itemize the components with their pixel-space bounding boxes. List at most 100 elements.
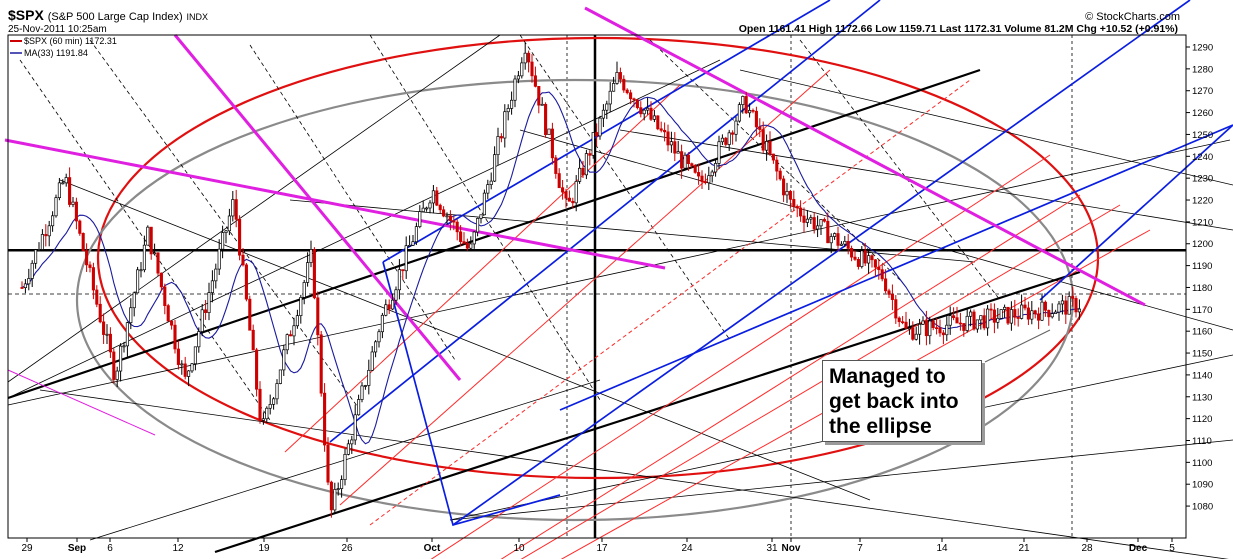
candle-body — [27, 278, 31, 285]
candle-body — [1060, 300, 1064, 305]
candle-body — [30, 262, 34, 279]
candle-body — [955, 317, 959, 324]
candle-body — [54, 197, 58, 217]
candle-body — [51, 215, 55, 227]
candle-body — [656, 115, 660, 130]
candle-body — [639, 107, 643, 115]
candle-body — [887, 290, 891, 295]
candle-body — [802, 215, 806, 223]
y-tick-label: 1270 — [1192, 86, 1213, 97]
candle-body — [299, 297, 303, 316]
candle-body — [632, 98, 636, 101]
candle-body — [115, 370, 119, 380]
candle-body — [785, 191, 789, 196]
candle-body — [996, 317, 1000, 323]
annotation-line-3: the ellipse — [829, 415, 932, 438]
y-tick-label: 1280 — [1192, 64, 1213, 75]
candle-body — [598, 117, 602, 137]
trend-line-thin — [7, 34, 501, 383]
candle-body — [153, 252, 157, 255]
candle-body — [880, 269, 884, 280]
x-tick-label: 26 — [341, 543, 353, 554]
candle-body — [377, 331, 381, 343]
y-tick-label: 1130 — [1192, 392, 1212, 403]
candle-body — [924, 320, 928, 337]
candle-body — [469, 243, 473, 249]
candle-body — [629, 92, 633, 100]
candle-body — [340, 479, 344, 489]
candle-body — [863, 250, 867, 264]
candle-body — [459, 231, 463, 242]
legend-ma: MA(33) 1191.84 — [24, 48, 88, 58]
x-tick-label: 28 — [1081, 543, 1093, 554]
candle-body — [822, 219, 826, 222]
candle-body — [275, 383, 279, 400]
candle-body — [1064, 300, 1068, 315]
blue-pitchfork-handle — [382, 261, 561, 527]
candle-body — [472, 231, 476, 245]
candle-body — [836, 233, 840, 246]
candle-body — [911, 327, 915, 340]
candle-body — [690, 163, 694, 166]
candle-body — [557, 173, 561, 189]
x-tick-label: 5 — [1169, 543, 1175, 554]
candle-body — [23, 283, 27, 289]
y-tick-label: 1090 — [1192, 480, 1213, 491]
candle-body — [523, 52, 527, 64]
candle-body — [778, 170, 782, 180]
candle-body — [78, 220, 82, 234]
candle-body — [81, 233, 85, 252]
candle-body — [499, 136, 503, 139]
y-tick-label: 1260 — [1192, 108, 1213, 119]
candle-body — [901, 321, 905, 324]
candle-body — [1037, 313, 1041, 321]
candle-body — [64, 177, 68, 184]
candle-body — [210, 280, 214, 293]
candle-body — [999, 309, 1003, 319]
candle-body — [482, 192, 486, 216]
candle-body — [149, 226, 153, 255]
candle-body — [894, 299, 898, 319]
candle-body — [479, 214, 483, 219]
y-tick-label: 1160 — [1192, 327, 1212, 338]
candle-body — [812, 217, 816, 230]
x-tick-label: 29 — [21, 543, 33, 554]
candle-body — [380, 314, 384, 333]
blue-channel-line — [452, 0, 1191, 526]
candle-body — [455, 221, 459, 233]
watermark: © StockCharts.com — [1085, 11, 1180, 23]
x-tick-label: 21 — [1018, 543, 1030, 554]
candle-body — [1047, 309, 1051, 318]
candle-body — [751, 110, 755, 112]
candle-body — [306, 262, 310, 283]
candle-body — [234, 199, 238, 220]
candle-body — [897, 317, 901, 323]
candle-body — [105, 333, 109, 336]
x-tick-label: Dec — [1129, 543, 1148, 554]
candle-body — [965, 315, 969, 331]
dashed-diagonal — [89, 39, 361, 411]
y-tick-label: 1190 — [1192, 261, 1212, 272]
candle-body — [363, 385, 367, 387]
candle-body — [431, 190, 435, 204]
x-tick-label: 17 — [596, 543, 608, 554]
candle-body — [319, 334, 323, 394]
candle-body — [935, 327, 939, 330]
candle-body — [374, 341, 378, 353]
y-tick-label: 1100 — [1192, 458, 1212, 469]
outer-ellipse — [96, 36, 1100, 480]
candle-body — [119, 345, 123, 372]
candle-body — [683, 154, 687, 169]
candle-body — [278, 369, 282, 384]
candle-body — [102, 321, 106, 335]
candle-body — [873, 259, 877, 268]
x-tick-label: 24 — [681, 543, 693, 554]
candle-body — [554, 157, 558, 174]
candle-body — [537, 85, 541, 106]
chart-date: 25-Nov-2011 10:25am — [8, 24, 107, 35]
candle-body — [1067, 296, 1071, 315]
candle-body — [958, 322, 962, 325]
candle-body — [435, 190, 439, 206]
candle-body — [884, 278, 888, 292]
candle-body — [108, 333, 112, 353]
